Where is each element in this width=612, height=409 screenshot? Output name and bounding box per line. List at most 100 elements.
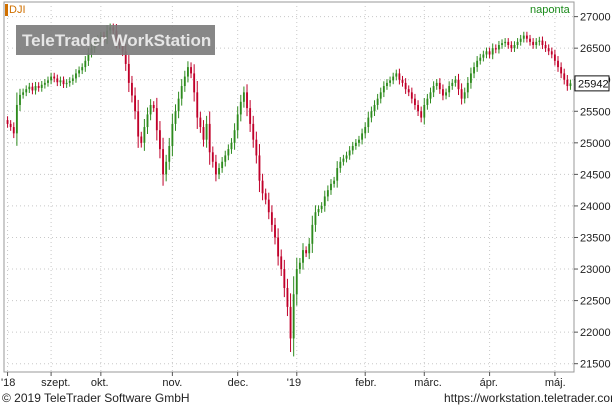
- candle-up: [473, 67, 475, 74]
- candle-down: [6, 120, 9, 124]
- y-tick-label: 23000: [580, 264, 611, 276]
- x-axis: '18 szept. okt. nov. dec. '19 febr. márc. ápr. má…: [1, 372, 566, 389]
- y-tick-label: 23500: [580, 232, 611, 244]
- candle-up: [491, 48, 494, 55]
- candle-down: [544, 45, 547, 49]
- candle-down: [510, 45, 513, 49]
- candle-up: [448, 86, 451, 93]
- x-tick-label: '18: [1, 377, 15, 389]
- candle-up: [364, 127, 367, 134]
- candle-down: [56, 78, 59, 83]
- candle-up: [233, 130, 236, 143]
- candle-down: [214, 161, 217, 175]
- candle-down: [507, 41, 510, 46]
- candle-layer: [6, 23, 572, 357]
- candle-down: [252, 123, 255, 140]
- candle-up: [326, 190, 329, 197]
- candle-down: [62, 80, 65, 85]
- candle-up: [302, 250, 304, 263]
- candle-down: [442, 89, 444, 96]
- plot-area: [3, 1, 575, 373]
- candle-down: [152, 104, 155, 109]
- candle-down: [286, 287, 289, 307]
- footer-url[interactable]: https://workstation.teletrader.com/: [444, 391, 612, 405]
- candle-up: [339, 161, 342, 169]
- y-tick-label: 22000: [580, 327, 611, 339]
- candle-down: [417, 104, 419, 112]
- candle-up: [392, 76, 395, 81]
- candle-down: [199, 117, 202, 128]
- interval-label: naponta: [530, 4, 571, 16]
- candle-down: [550, 51, 553, 55]
- candle-up: [445, 92, 447, 96]
- candle-up: [376, 98, 379, 105]
- candle-up: [314, 212, 317, 225]
- candle-up: [221, 161, 224, 169]
- candle-down: [193, 73, 196, 93]
- candle-up: [242, 92, 245, 102]
- candle-down: [137, 111, 140, 137]
- candle-up: [513, 45, 516, 49]
- candle-up: [476, 60, 479, 68]
- x-tick-label: máj.: [545, 377, 566, 389]
- candle-up: [230, 142, 233, 150]
- last-value-label: 25942: [578, 78, 609, 90]
- candle-up: [535, 41, 538, 46]
- candle-up: [236, 114, 239, 131]
- candle-up: [482, 54, 485, 58]
- candle-up: [485, 51, 488, 55]
- candle-up: [348, 150, 351, 156]
- candle-up: [174, 111, 177, 124]
- candle-down: [162, 149, 164, 175]
- candle-up: [522, 35, 525, 39]
- candle-down: [280, 256, 283, 270]
- x-tick-label: szept.: [41, 377, 70, 389]
- candle-up: [143, 127, 146, 143]
- x-tick-label: dec.: [228, 377, 249, 389]
- candle-up: [239, 101, 242, 115]
- candle-down: [420, 111, 423, 118]
- candle-up: [15, 104, 18, 134]
- candle-down: [134, 95, 136, 112]
- candle-down: [131, 82, 133, 96]
- candle-up: [205, 123, 208, 140]
- y-tick-label: 24000: [580, 201, 611, 213]
- candle-up: [186, 67, 189, 77]
- watermark-text: TeleTrader WorkStation: [22, 31, 211, 50]
- candle-down: [401, 79, 404, 83]
- candle-down: [258, 155, 261, 181]
- candle-up: [295, 269, 298, 295]
- symbol-marker: [5, 4, 8, 16]
- y-tick-label: 27000: [580, 12, 611, 24]
- candle-up: [177, 98, 180, 112]
- candle-up: [65, 82, 68, 85]
- candle-up: [50, 76, 53, 81]
- candle-up: [149, 104, 152, 115]
- candle-down: [398, 73, 401, 80]
- candle-down: [529, 38, 531, 42]
- candle-down: [246, 92, 248, 109]
- x-tick-label: febr.: [355, 377, 376, 389]
- candle-down: [31, 86, 34, 91]
- candle-down: [267, 199, 270, 213]
- candle-up: [183, 76, 186, 87]
- candle-up: [504, 41, 507, 44]
- candle-up: [84, 60, 87, 68]
- y-tick-label: 24500: [580, 169, 611, 181]
- candle-up: [361, 133, 364, 140]
- y-tick-label: 22500: [580, 296, 611, 308]
- x-tick-label: ápr.: [480, 377, 498, 389]
- candle-up: [386, 82, 388, 87]
- candle-down: [159, 130, 161, 150]
- candle-up: [308, 243, 311, 254]
- candle-up: [538, 40, 541, 42]
- candle-up: [497, 45, 500, 50]
- candle-down: [190, 67, 192, 74]
- candle-down: [124, 51, 127, 64]
- candle-up: [466, 82, 469, 93]
- candle-up: [379, 92, 382, 99]
- candle-up: [180, 86, 183, 99]
- y-tick-label: 26500: [580, 43, 611, 55]
- candle-up: [463, 92, 466, 99]
